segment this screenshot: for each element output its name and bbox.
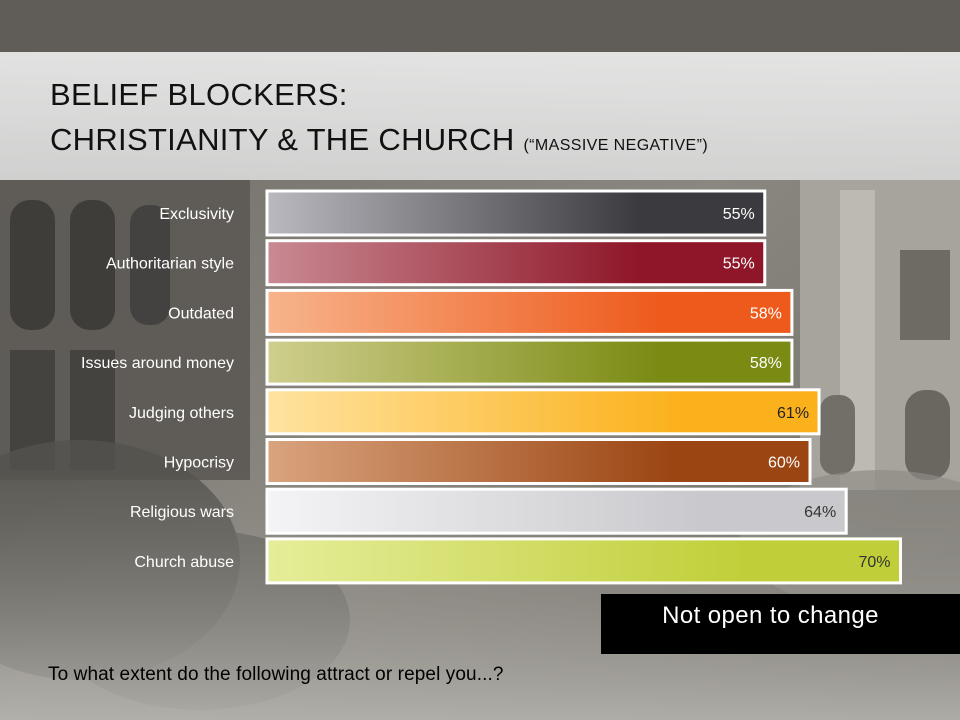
value-label: 55%	[723, 206, 755, 223]
title-main: CHRISTIANITY & THE CHURCH	[50, 122, 515, 157]
title-subtitle: (“MASSIVE NEGATIVE”)	[523, 137, 709, 154]
bar-religious-wars	[265, 487, 848, 535]
value-label: 58%	[750, 355, 782, 372]
bar-exclusivity	[265, 189, 767, 237]
survey-question: To what extent do the following attract …	[48, 664, 504, 685]
category-label: Hypocrisy	[164, 455, 234, 472]
bar-issues-around-money	[265, 338, 794, 386]
callout-text: Not open to change	[662, 602, 879, 629]
value-label: 58%	[750, 305, 782, 322]
category-label: Judging others	[129, 405, 234, 422]
value-label: 55%	[723, 256, 755, 273]
category-label: Outdated	[168, 305, 234, 322]
value-label: 70%	[858, 554, 890, 571]
not-open-to-change-callout: Not open to change	[601, 594, 960, 654]
bar-hypocrisy	[265, 438, 812, 485]
category-label: Issues around money	[81, 355, 234, 372]
category-label: Church abuse	[134, 554, 234, 571]
value-label: 64%	[804, 504, 836, 521]
value-label: 61%	[777, 405, 809, 422]
title-band	[0, 52, 960, 180]
title-line-1: BELIEF BLOCKERS:	[50, 77, 348, 112]
category-label: Religious wars	[130, 504, 234, 521]
category-label: Authoritarian style	[106, 256, 234, 273]
bar-outdated	[265, 288, 794, 336]
category-label: Exclusivity	[159, 206, 234, 223]
title-line-2: CHRISTIANITY & THE CHURCH (“MASSIVE NEGA…	[50, 122, 708, 158]
value-label: 60%	[768, 455, 800, 472]
bar-judging-others	[265, 388, 821, 436]
bar-authoritarian-style	[265, 239, 767, 287]
bar-church-abuse	[265, 537, 902, 585]
